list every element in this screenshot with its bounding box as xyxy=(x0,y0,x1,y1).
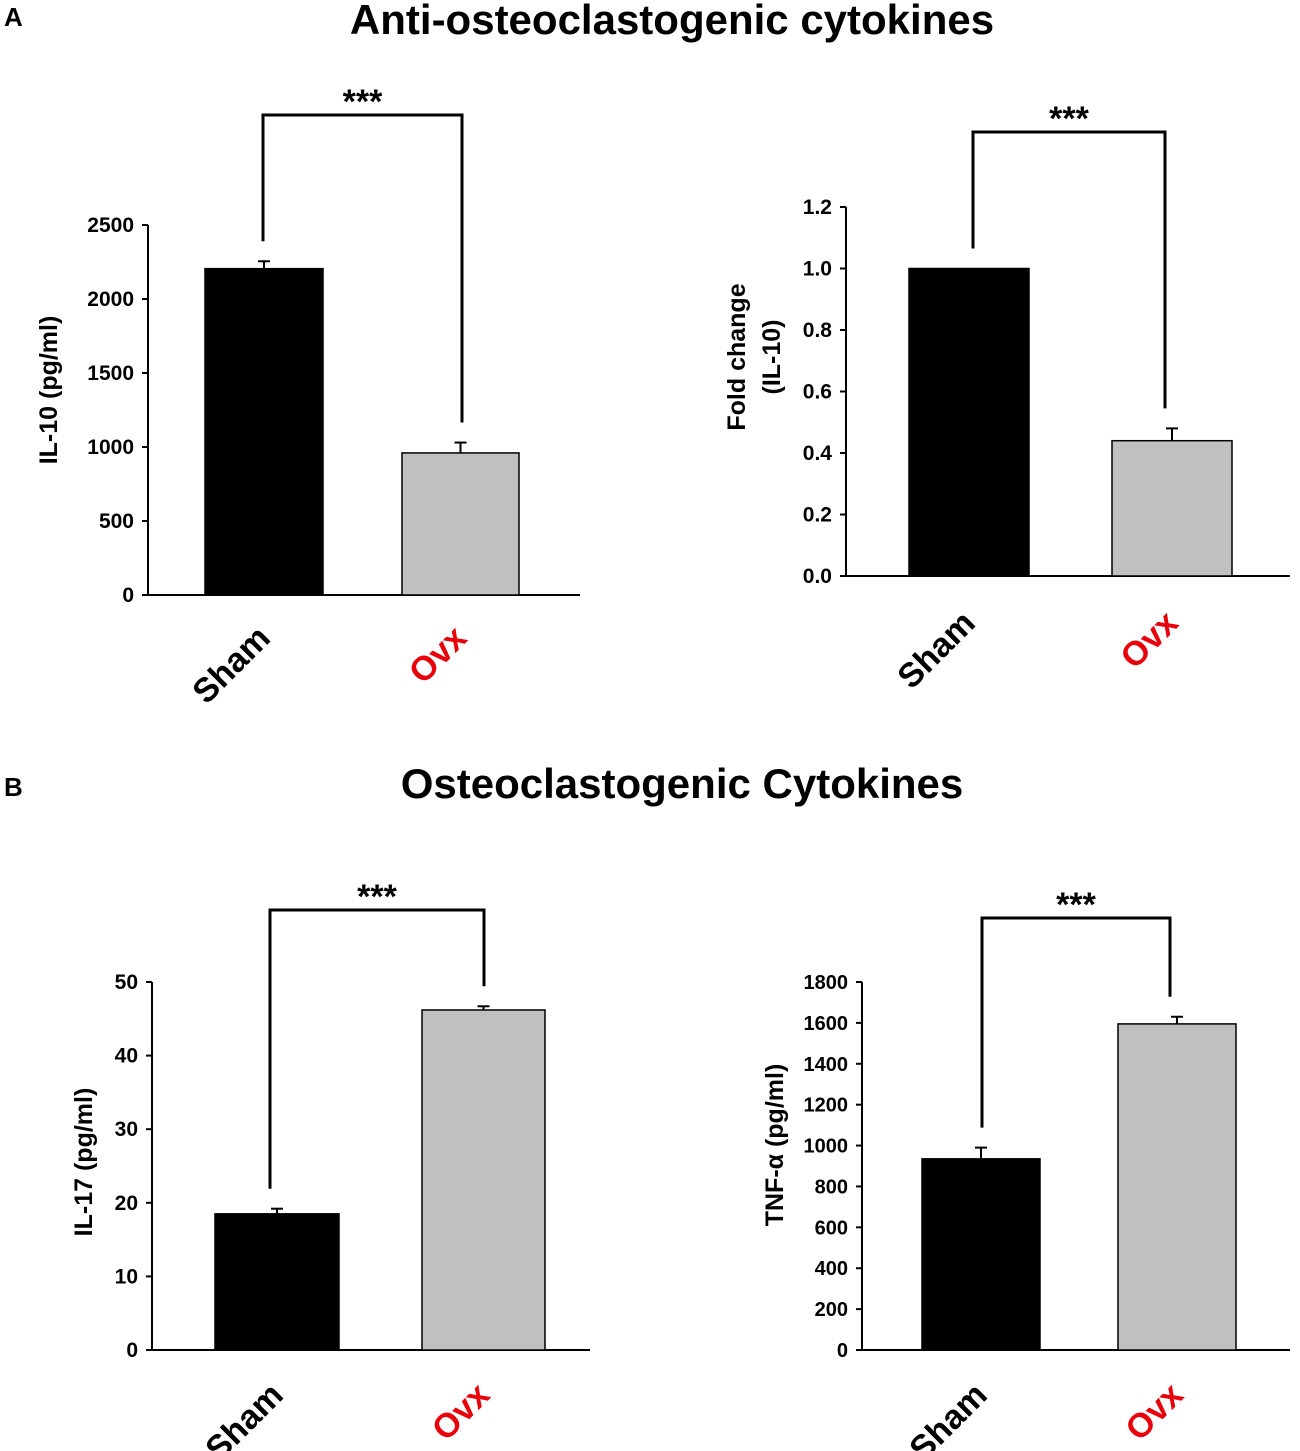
significance-stars: *** xyxy=(1056,886,1096,924)
y-tick-label: 1600 xyxy=(804,1013,849,1035)
significance-bracket xyxy=(261,113,464,423)
y-tick-label: 2500 xyxy=(87,214,134,237)
y-axis-label: IL-10 (pg/ml) xyxy=(35,316,63,465)
category-label-sham: Sham xyxy=(185,619,277,711)
y-tick-label: 1800 xyxy=(804,972,849,994)
chart-2: 0.0 0.2 0.4 0.6 0.8 1.0 1.2 Fold change (IL-10) S… xyxy=(723,100,1290,696)
bar-ovx xyxy=(1117,1023,1237,1351)
y-tick-label: 50 xyxy=(115,971,138,994)
panel-b-title: Osteoclastogenic Cytokines xyxy=(400,760,964,807)
y-tick-label: 800 xyxy=(815,1176,848,1198)
bar-sham xyxy=(204,267,324,596)
y-axis-label: IL-17 (pg/ml) xyxy=(70,1088,98,1237)
significance-stars: *** xyxy=(343,83,383,121)
bar-sham xyxy=(921,1158,1041,1351)
y-tick-label: 500 xyxy=(99,510,134,533)
y-tick-label: 400 xyxy=(815,1258,848,1280)
category-label-ovx: Ovx xyxy=(402,619,474,691)
y-tick-label: 0 xyxy=(126,1339,138,1362)
y-axis-label: TNF-α (pg/ml) xyxy=(761,1064,789,1227)
category-label-ovx: Ovx xyxy=(1118,1376,1190,1448)
panel-letter-b: B xyxy=(4,772,23,802)
y-tick-label: 0 xyxy=(122,584,134,607)
y-tick-label: 0.2 xyxy=(803,504,832,527)
y-axis-label: (IL-10) xyxy=(758,320,786,395)
y-tick-label: 0.4 xyxy=(803,442,833,465)
y-tick-label: 1200 xyxy=(804,1095,849,1117)
bar-ovx xyxy=(401,452,520,596)
y-tick-label: 30 xyxy=(115,1118,138,1141)
y-tick-label: 0.0 xyxy=(803,565,832,588)
category-label-sham: Sham xyxy=(890,604,982,696)
significance-stars: *** xyxy=(1049,100,1089,138)
significance-bracket xyxy=(980,916,1172,1128)
significance-bracket xyxy=(268,908,486,1189)
y-tick-label: 1000 xyxy=(87,436,134,459)
significance-bracket xyxy=(971,130,1167,409)
panel-letter-a: A xyxy=(4,2,23,32)
y-tick-label: 1000 xyxy=(804,1136,849,1158)
y-tick-label: 200 xyxy=(815,1299,848,1321)
y-axis-label: Fold change xyxy=(723,283,751,430)
y-tick-label: 1.2 xyxy=(803,196,832,219)
category-label-sham: Sham xyxy=(902,1376,994,1451)
significance-stars: *** xyxy=(357,878,397,916)
category-label-sham: Sham xyxy=(198,1376,290,1451)
y-tick-label: 600 xyxy=(815,1217,848,1239)
y-tick-label: 1.0 xyxy=(803,258,832,281)
category-label-ovx: Ovx xyxy=(1113,604,1185,676)
y-tick-label: 1500 xyxy=(87,362,134,385)
y-tick-label: 1400 xyxy=(804,1054,849,1076)
category-label-ovx: Ovx xyxy=(425,1376,497,1448)
y-tick-label: 0.8 xyxy=(803,319,833,342)
y-tick-label: 2000 xyxy=(87,288,134,311)
y-tick-label: 40 xyxy=(115,1045,138,1068)
bar-sham xyxy=(214,1213,340,1351)
y-tick-label: 0.6 xyxy=(803,381,832,404)
bar-ovx xyxy=(1111,439,1233,577)
chart-4: 0 200 400 600 800 1000 1200 1400 1600 1800 TNF-α (… xyxy=(761,886,1290,1451)
bar-ovx xyxy=(421,1009,546,1351)
y-tick-label: 20 xyxy=(115,1192,138,1215)
y-tick-label: 10 xyxy=(115,1265,138,1288)
chart-3: 0 10 20 30 40 50 IL-17 (pg/ml) Sham Ovx *** xyxy=(70,878,590,1451)
panel-a-title: Anti-osteoclastogenic cytokines xyxy=(349,0,995,43)
bar-sham xyxy=(908,267,1030,577)
chart-1: 0 500 1000 1500 2000 2500 IL-10 (pg/ml) Sham Ovx… xyxy=(35,83,580,711)
y-tick-label: 0 xyxy=(837,1340,848,1362)
